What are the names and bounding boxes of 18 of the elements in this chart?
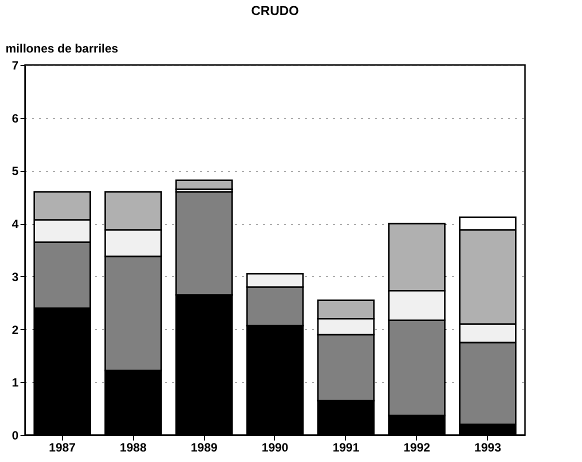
y-axis-title: millones de barriles [6,42,119,56]
y-tick-label: 2 [12,322,19,337]
x-tick-label: 1992 [403,440,431,454]
x-tick-label: 1987 [48,440,76,454]
y-tick-label: 6 [12,111,19,126]
bar [175,179,233,190]
y-tick-label: 5 [12,164,19,178]
x-tick-label: 1989 [190,440,218,454]
y-tick-label: 4 [12,217,19,232]
x-tick-label: 1988 [120,440,147,454]
y-tick-label: 0 [12,428,19,442]
y-tick-label: 1 [12,376,19,390]
x-tick-label: 1993 [474,440,502,454]
chart-title: CRUDO [251,3,299,18]
x-tick-label: 1990 [262,440,289,454]
y-tick-label: 3 [12,270,19,284]
y-tick-label: 7 [12,58,19,72]
x-tick-label: 1991 [332,440,360,454]
